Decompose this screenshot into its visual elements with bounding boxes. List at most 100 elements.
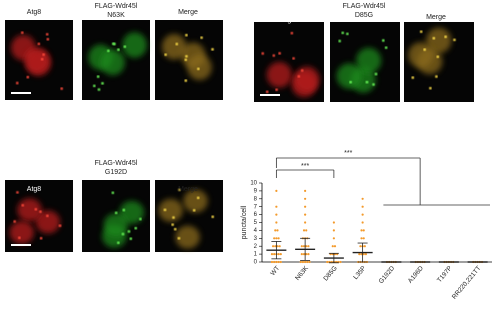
data-point [305, 229, 308, 232]
cell [187, 54, 212, 81]
cells [11, 31, 63, 90]
data-point [275, 221, 278, 224]
y-tick-label: 7 [254, 204, 258, 210]
data-point [275, 213, 278, 216]
data-point [332, 237, 335, 240]
punctum [39, 210, 42, 214]
data-point [304, 221, 307, 224]
y-tick-label: 0 [254, 260, 258, 266]
punctum [381, 39, 385, 42]
cell [336, 63, 362, 89]
data-point [332, 221, 335, 224]
punctum [121, 232, 125, 236]
data-point [326, 260, 329, 264]
label: Atg8 [27, 186, 42, 193]
punctum [45, 32, 49, 36]
x-tick-label: WT [269, 265, 281, 277]
data-point [361, 197, 364, 200]
punctum [58, 224, 62, 228]
y-tick-label: 1 [254, 252, 258, 258]
x-tick-label: L35P [352, 265, 367, 281]
punctum [129, 237, 133, 240]
punctum [211, 215, 215, 219]
cells [102, 191, 144, 248]
data-point [300, 245, 303, 248]
punctum [46, 214, 49, 218]
x-tick-label: A196D [407, 265, 425, 285]
punctum [435, 75, 438, 78]
punctum [292, 57, 295, 60]
data-point [363, 245, 366, 248]
data-point [305, 245, 308, 248]
data-point [305, 253, 308, 256]
cell [266, 61, 292, 88]
data-point [304, 260, 307, 264]
punctum [411, 76, 415, 79]
punctum [60, 87, 63, 90]
punctum [127, 230, 131, 233]
label: Merge [426, 14, 446, 21]
data-point [275, 260, 278, 264]
data-point [276, 245, 279, 248]
cell [9, 220, 34, 244]
data-point [270, 253, 274, 256]
punctum [117, 48, 120, 51]
data-point [306, 260, 309, 264]
punctum [290, 31, 294, 35]
data-point [307, 245, 310, 248]
x-tick-label: D85G [322, 265, 338, 283]
data-point [360, 229, 363, 232]
punctum [16, 191, 19, 194]
label: G192D [105, 169, 127, 176]
label: FLAG-Wdr45l [95, 3, 138, 10]
data-point [301, 260, 305, 264]
punctum [341, 31, 345, 35]
punctum [349, 80, 352, 84]
data-point [304, 213, 307, 216]
y-tick-label: 8 [254, 196, 258, 202]
punctum [172, 216, 175, 219]
data-point [302, 253, 306, 256]
cell [24, 47, 49, 74]
data-point [273, 237, 276, 240]
punctum [92, 84, 96, 88]
punctum [453, 38, 456, 42]
y-tick-label: 3 [254, 236, 258, 242]
cell [100, 49, 125, 76]
label: Merge [178, 186, 198, 193]
micrographs [5, 20, 474, 252]
punctum [272, 54, 276, 57]
punctum [114, 211, 118, 215]
data-point [362, 253, 365, 256]
data-point [302, 245, 306, 248]
punctum [200, 36, 203, 39]
punctum [26, 75, 30, 79]
cell [175, 225, 200, 249]
punctum [171, 223, 174, 226]
punctum [197, 67, 200, 71]
cell [183, 189, 208, 213]
cells [336, 31, 388, 93]
data-point [270, 260, 274, 264]
punctum [278, 52, 281, 55]
data-point [360, 253, 363, 256]
x-tick-label: T197P [436, 265, 454, 284]
cells [88, 32, 147, 91]
data-point [358, 253, 361, 256]
y-tick-label: 4 [254, 228, 258, 234]
cell [122, 32, 147, 58]
data-point [300, 253, 303, 256]
punctum [101, 82, 104, 85]
label: FLAG-Wdr45l [95, 160, 138, 167]
data-point [275, 205, 278, 208]
punctum [20, 31, 24, 34]
y-axis-label: puncta/cell [241, 205, 248, 239]
y-tick-label: 10 [250, 181, 257, 187]
data-point [274, 229, 277, 232]
punctum [261, 52, 265, 55]
punctum [300, 69, 304, 72]
punctum [134, 226, 138, 230]
punctum [297, 75, 301, 78]
punctum [111, 191, 115, 195]
punctum [42, 53, 45, 56]
